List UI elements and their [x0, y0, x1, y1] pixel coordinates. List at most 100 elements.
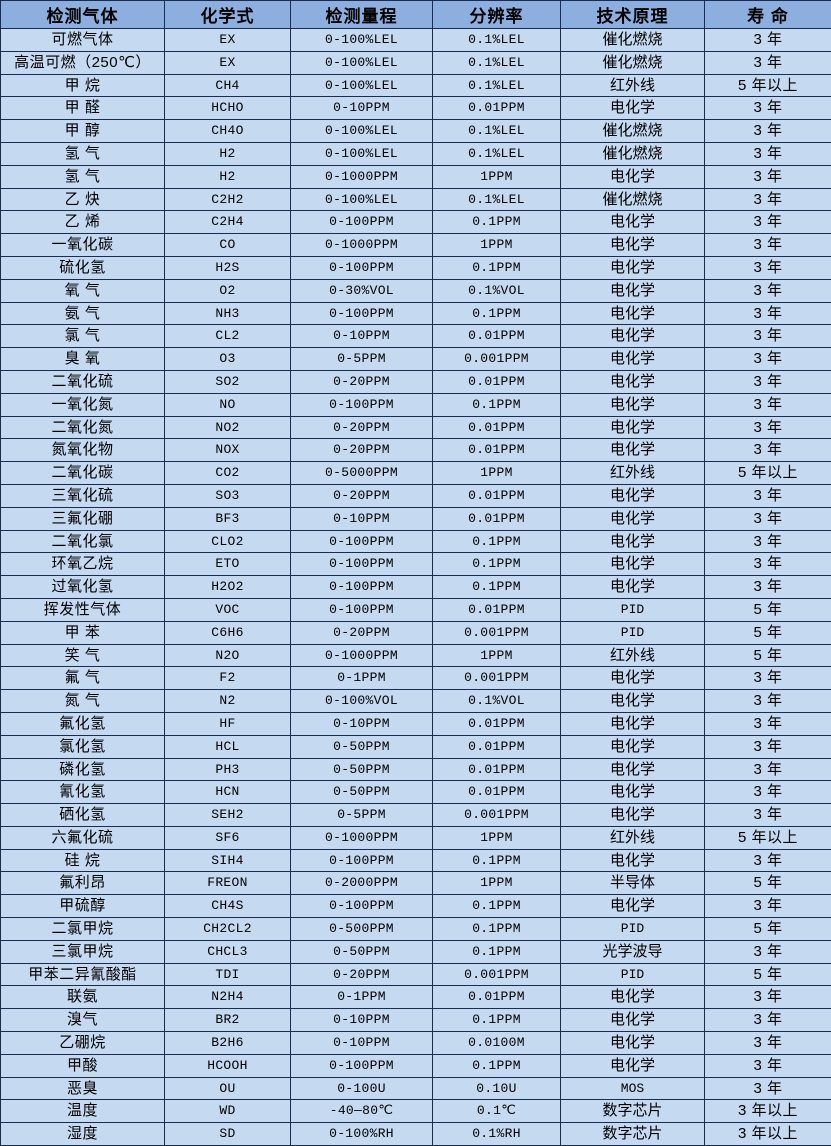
cell-name: 硫化氢 [1, 256, 165, 279]
cell-resolution: 0.01PPM [433, 598, 561, 621]
cell-resolution: 0.1%LEL [433, 188, 561, 211]
cell-name: 环氧乙烷 [1, 553, 165, 576]
cell-name: 乙 烯 [1, 211, 165, 234]
cell-name: 二氯甲烷 [1, 918, 165, 941]
cell-life: 3 年 [705, 735, 831, 758]
cell-formula: NO2 [165, 416, 291, 439]
cell-principle: 催化燃烧 [561, 29, 705, 52]
cell-name: 氯化氢 [1, 735, 165, 758]
cell-life: 3 年 [705, 781, 831, 804]
cell-range: 0-10PPM [291, 97, 433, 120]
cell-principle: 电化学 [561, 986, 705, 1009]
cell-name: 溴气 [1, 1009, 165, 1032]
cell-resolution: 0.1PPM [433, 576, 561, 599]
cell-formula: C2H2 [165, 188, 291, 211]
cell-life: 3 年以上 [705, 1123, 831, 1146]
cell-range: 0-5PPM [291, 804, 433, 827]
cell-resolution: 1PPM [433, 165, 561, 188]
cell-principle: 催化燃烧 [561, 188, 705, 211]
cell-range: 0-100%RH [291, 1123, 433, 1146]
cell-principle: 电化学 [561, 712, 705, 735]
cell-range: 0-1000PPM [291, 826, 433, 849]
cell-resolution: 0.01PPM [433, 484, 561, 507]
cell-range: 0-100%LEL [291, 51, 433, 74]
cell-name: 可燃气体 [1, 29, 165, 52]
cell-formula: CHCL3 [165, 940, 291, 963]
cell-name: 乙硼烷 [1, 1032, 165, 1055]
cell-range: 0-500PPM [291, 918, 433, 941]
cell-life: 3 年 [705, 1032, 831, 1055]
cell-principle: 电化学 [561, 484, 705, 507]
cell-principle: MOS [561, 1077, 705, 1100]
cell-principle: 电化学 [561, 804, 705, 827]
cell-name: 一氧化碳 [1, 234, 165, 257]
cell-principle: 电化学 [561, 416, 705, 439]
cell-formula: C2H4 [165, 211, 291, 234]
cell-life: 3 年 [705, 302, 831, 325]
cell-resolution: 0.1%VOL [433, 279, 561, 302]
cell-resolution: 0.1%LEL [433, 120, 561, 143]
cell-resolution: 0.01PPM [433, 735, 561, 758]
table-header: 检测气体 化学式 检测量程 分辨率 技术原理 寿 命 [1, 1, 831, 29]
cell-principle: PID [561, 621, 705, 644]
cell-formula: ETO [165, 553, 291, 576]
cell-resolution: 0.1PPM [433, 918, 561, 941]
cell-formula: SD [165, 1123, 291, 1146]
cell-name: 二氧化碳 [1, 462, 165, 485]
cell-principle: 电化学 [561, 553, 705, 576]
cell-formula: H2 [165, 142, 291, 165]
cell-range: 0-100PPM [291, 256, 433, 279]
cell-principle: 电化学 [561, 325, 705, 348]
cell-life: 3 年 [705, 667, 831, 690]
cell-resolution: 0.1PPM [433, 302, 561, 325]
cell-principle: PID [561, 918, 705, 941]
cell-formula: OU [165, 1077, 291, 1100]
cell-life: 3 年 [705, 849, 831, 872]
cell-principle: 电化学 [561, 576, 705, 599]
cell-life: 3 年 [705, 348, 831, 371]
column-header-range: 检测量程 [291, 1, 433, 29]
cell-name: 氢 气 [1, 165, 165, 188]
cell-resolution: 0.1%VOL [433, 690, 561, 713]
cell-name: 二氧化氯 [1, 530, 165, 553]
cell-formula: CH4O [165, 120, 291, 143]
cell-life: 5 年 [705, 963, 831, 986]
cell-life: 3 年 [705, 142, 831, 165]
cell-life: 3 年 [705, 1009, 831, 1032]
cell-formula: NO [165, 393, 291, 416]
cell-resolution: 0.1PPM [433, 1009, 561, 1032]
cell-formula: CH4S [165, 895, 291, 918]
cell-name: 氟化氢 [1, 712, 165, 735]
cell-principle: 电化学 [561, 1032, 705, 1055]
cell-life: 3 年 [705, 120, 831, 143]
column-header-gas-name: 检测气体 [1, 1, 165, 29]
cell-range: 0-50PPM [291, 735, 433, 758]
cell-resolution: 0.001PPM [433, 621, 561, 644]
cell-formula: H2O2 [165, 576, 291, 599]
cell-formula: H2S [165, 256, 291, 279]
cell-range: 0-100%LEL [291, 29, 433, 52]
cell-name: 过氧化氢 [1, 576, 165, 599]
cell-range: 0-30%VOL [291, 279, 433, 302]
cell-name: 氨 气 [1, 302, 165, 325]
cell-life: 3 年 [705, 439, 831, 462]
cell-life: 3 年 [705, 712, 831, 735]
cell-principle: 催化燃烧 [561, 51, 705, 74]
